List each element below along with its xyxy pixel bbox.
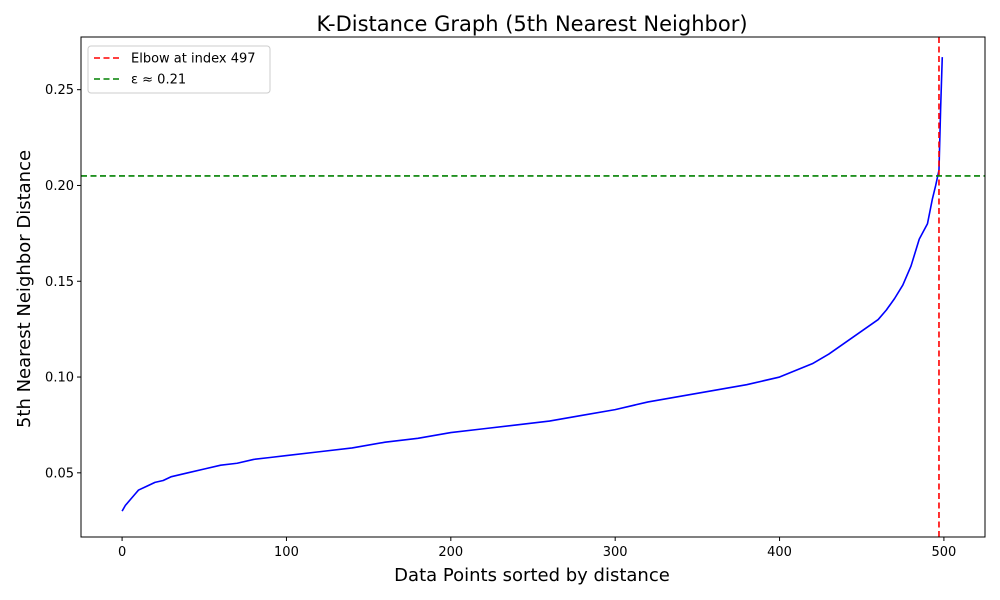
y-axis-label: 5th Nearest Neighbor Distance <box>14 150 35 428</box>
plot-area: 0 100 200 300 400 500 0.05 0.10 0.15 0.20 0.25 <box>45 36 986 560</box>
series-line-0 <box>121 57 944 512</box>
y-tick-label: 0.10 <box>45 371 74 386</box>
x-tick-label: 500 <box>931 545 956 560</box>
chart-title: K-Distance Graph (5th Nearest Neighbor) <box>316 12 747 36</box>
y-tick-label: 0.05 <box>45 466 74 481</box>
y-tick-label: 0.25 <box>45 83 74 98</box>
x-tick-label: 200 <box>438 545 463 560</box>
y-tick-label: 0.20 <box>45 179 74 194</box>
legend-box <box>87 45 271 94</box>
legend-label: Elbow at index 497 <box>131 52 256 67</box>
x-tick-label: 100 <box>274 545 299 560</box>
x-tick-label: 300 <box>603 545 628 560</box>
axes-frame <box>80 36 986 538</box>
legend-label: ε ≈ 0.21 <box>131 73 186 88</box>
x-axis-label: Data Points sorted by distance <box>394 565 670 586</box>
legend: Elbow at index 497 ε ≈ 0.21 <box>87 45 271 94</box>
y-tick-label: 0.15 <box>45 275 74 290</box>
x-tick-label: 400 <box>767 545 792 560</box>
x-tick-label: 0 <box>118 545 126 560</box>
